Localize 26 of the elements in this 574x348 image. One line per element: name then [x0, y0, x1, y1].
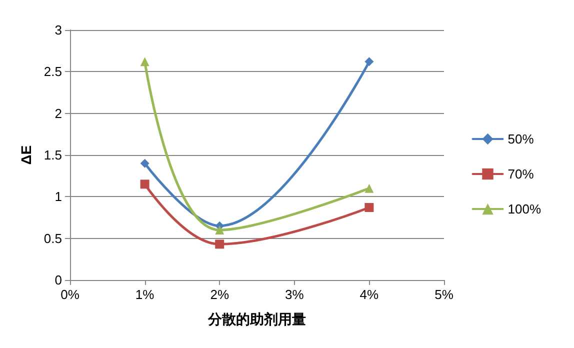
x-tick-label: 5% [434, 287, 454, 302]
y-tick-label: 3 [54, 22, 62, 38]
y-axis-title: ΔE [18, 145, 34, 165]
point [364, 203, 374, 212]
y-tick-label: 0 [54, 272, 62, 288]
x-axis-title: 分散的助剂用量 [207, 311, 306, 327]
point [364, 184, 374, 193]
legend-label: 100% [508, 202, 542, 216]
point [215, 226, 224, 234]
y-tick-label: 1.5 [44, 148, 62, 162]
y-tick-label: 2.5 [44, 64, 62, 80]
x-tick-label: 1% [135, 287, 155, 302]
point [140, 57, 150, 66]
point [215, 240, 224, 249]
point [140, 158, 150, 168]
y-tick-label: 0.5 [44, 230, 62, 246]
x-tick-label: 3% [285, 287, 304, 302]
point [140, 180, 150, 189]
x-tick-label: 4% [360, 287, 380, 302]
x-tick-label: 2% [210, 287, 230, 302]
point [364, 57, 374, 66]
y-tick-label: 2 [54, 106, 62, 121]
legend-label: 50% [508, 132, 534, 146]
y-tick-label: 1 [54, 189, 62, 204]
legend-label: 70% [508, 166, 534, 182]
x-tick-label: 0% [60, 287, 80, 302]
